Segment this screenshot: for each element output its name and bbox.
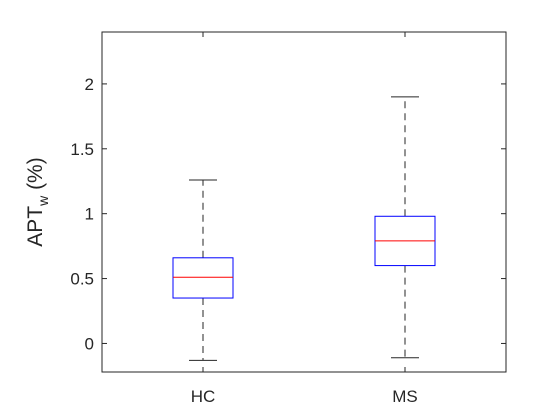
y-axis-label: APTw (%) bbox=[24, 157, 51, 246]
y-tick-label: 1.5 bbox=[70, 140, 94, 159]
x-tick-label-ms: MS bbox=[392, 387, 418, 406]
box-hc bbox=[172, 179, 234, 361]
y-tick-label: 0.5 bbox=[70, 270, 94, 289]
box-ms bbox=[374, 96, 436, 359]
box-series bbox=[172, 96, 436, 361]
x-axis-ticks: HC MS bbox=[191, 32, 418, 406]
y-tick-label: 2 bbox=[85, 75, 94, 94]
y-tick-label: 1 bbox=[85, 205, 94, 224]
x-tick-label-hc: HC bbox=[191, 387, 216, 406]
y-tick-label: 0 bbox=[85, 334, 94, 353]
plot-area bbox=[101, 31, 507, 373]
iqr-box bbox=[172, 257, 234, 299]
y-axis-ticks: 0 0.5 1 1.5 2 bbox=[70, 75, 506, 353]
